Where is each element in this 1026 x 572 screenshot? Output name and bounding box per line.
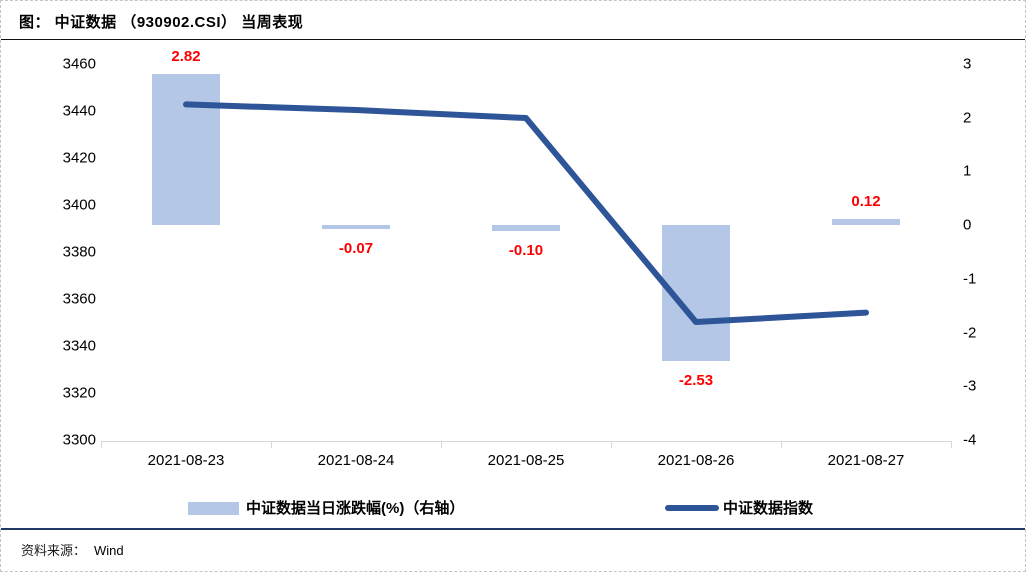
x-axis-tick	[101, 441, 102, 448]
bar	[832, 218, 900, 226]
left-axis-tick: 3360	[62, 290, 96, 308]
legend-bar-swatch	[188, 502, 239, 515]
source-row: 资料来源： Wind	[21, 540, 124, 559]
bar	[662, 225, 730, 362]
left-axis-tick: 3400	[62, 196, 96, 214]
source-label: 资料来源：	[21, 543, 87, 558]
left-axis-tick: 3320	[62, 384, 96, 402]
right-axis-tick: 2	[963, 109, 972, 127]
x-axis-label: 2021-08-27	[827, 452, 905, 469]
index-line	[183, 101, 869, 326]
chart-title: 图： 中证数据 （930902.CSI） 当周表现	[19, 14, 304, 31]
left-axis-tick: 3460	[62, 55, 96, 73]
bottom-separator	[1, 528, 1025, 530]
plot-region: 3460 3440 3420 3400 3380 3360 3340 3320 3300 3 2 1…	[1, 41, 1025, 491]
legend-bar-label: 中证数据当日涨跌幅(%)（右轴）	[246, 500, 465, 517]
bar-value-label: -0.10	[508, 241, 544, 259]
right-axis-tick: -4	[963, 431, 977, 449]
x-axis-label: 2021-08-24	[317, 452, 395, 469]
bar-value-label: 0.12	[851, 192, 881, 210]
x-axis-line	[101, 441, 951, 442]
bar-value-label: -2.53	[678, 372, 714, 390]
chart-legend: 中证数据当日涨跌幅(%)（右轴） 中证数据指数	[1, 495, 1025, 521]
bar	[152, 73, 220, 226]
x-axis-label: 2021-08-23	[147, 452, 225, 469]
source-value: Wind	[94, 543, 124, 558]
right-axis-tick: -1	[963, 270, 977, 288]
x-axis-tick	[951, 441, 952, 448]
bar-value-label: 2.82	[171, 47, 201, 65]
x-axis-tick	[271, 441, 272, 448]
bar-value-label: -0.07	[338, 239, 374, 257]
x-axis-tick	[781, 441, 782, 448]
right-axis-tick: -3	[963, 377, 977, 395]
left-axis-tick: 3420	[62, 149, 96, 167]
legend-line-label: 中证数据指数	[723, 500, 814, 517]
x-axis-tick	[611, 441, 612, 448]
x-axis-tick	[441, 441, 442, 448]
left-axis-tick: 3380	[62, 243, 96, 261]
x-axis-label: 2021-08-25	[487, 452, 565, 469]
left-axis-tick: 3340	[62, 337, 96, 355]
bar	[492, 225, 560, 231]
right-axis-tick: 0	[963, 216, 972, 234]
title-separator	[1, 39, 1025, 40]
right-axis-tick: 3	[963, 55, 972, 73]
bar	[322, 225, 390, 229]
left-axis-tick: 3440	[62, 102, 96, 120]
x-axis-label: 2021-08-26	[657, 452, 735, 469]
left-axis-tick: 3300	[62, 431, 96, 449]
right-axis-tick: 1	[963, 162, 972, 180]
legend-line-swatch	[665, 505, 719, 511]
right-axis-tick: -2	[963, 324, 977, 342]
